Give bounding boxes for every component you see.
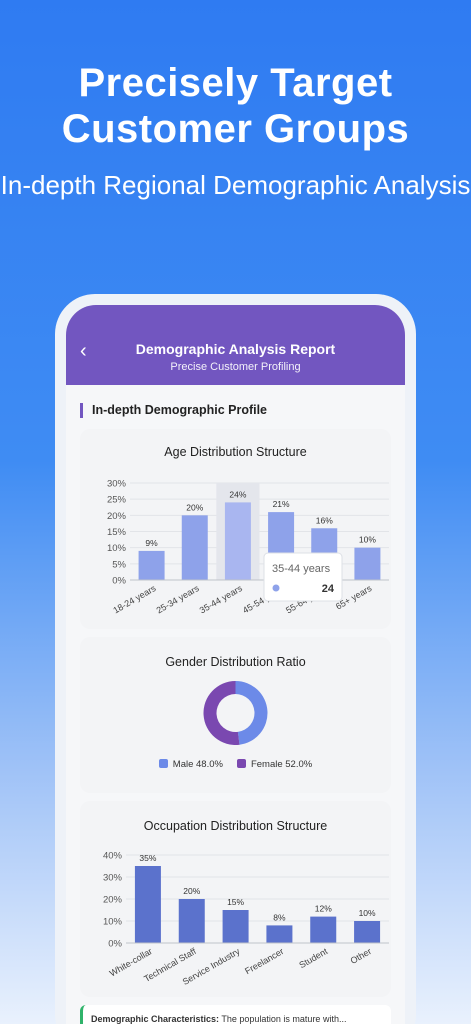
- occupation-chart-card: Occupation Distribution Structure 0% 10% 2…: [80, 801, 391, 997]
- gender-legend: Male 48.0% Female 52.0%: [80, 759, 391, 770]
- y-tick-label: 20%: [103, 895, 123, 906]
- y-tick-label: 30%: [107, 479, 127, 490]
- data-label: 10%: [359, 908, 376, 918]
- data-label: 15%: [227, 897, 244, 907]
- phone-mockup: ‹ Demographic Analysis Report Precise Cu…: [55, 294, 416, 1024]
- tooltip: 35-44 years 24: [263, 552, 343, 602]
- tooltip-box: [263, 552, 343, 602]
- y-tick-label: 40%: [103, 851, 123, 862]
- app-header: ‹ Demographic Analysis Report Precise Cu…: [66, 305, 405, 385]
- legend-female-label: Female 52.0%: [250, 759, 313, 770]
- legend-item-female[interactable]: Female 52.0%: [236, 759, 313, 770]
- gender-chart-card: Gender Distribution Ratio Male 48.0% Fem…: [80, 637, 391, 793]
- x-tick-label: Other: [349, 946, 373, 966]
- y-tick-label: 10%: [107, 543, 127, 554]
- promo-subtitle: In-depth Regional Demographic Analysis: [0, 170, 471, 200]
- bar: [224, 502, 251, 580]
- section-title: In-depth Demographic Profile: [80, 403, 405, 418]
- bar: [138, 550, 165, 580]
- x-tick-label: Student: [297, 946, 329, 970]
- y-tick-label: 15%: [107, 527, 127, 538]
- age-chart[interactable]: 0% 5% 10% 15% 20% 25% 30% 9% 18-24 years 20% 25-34…: [80, 459, 391, 629]
- age-chart-card: Age Distribution Structure 0% 5% 10% 15% 20%…: [80, 429, 391, 629]
- x-tick-label: 25-34 years: [155, 583, 202, 616]
- data-label: 10%: [359, 535, 376, 545]
- x-tick-label: 35-44 years: [198, 583, 245, 616]
- x-tick-label: 18-24 years: [111, 583, 158, 616]
- y-tick-label: 5%: [112, 559, 126, 570]
- tooltip-label: 35-44 years: [272, 563, 331, 575]
- y-tick-label: 30%: [103, 873, 123, 884]
- occupation-chart-title: Occupation Distribution Structure: [143, 819, 328, 833]
- promo-title: Precisely Target Customer Groups: [61, 61, 410, 151]
- gender-chart-title: Gender Distribution Ratio: [165, 655, 306, 669]
- bar: [354, 921, 381, 943]
- data-label: 35%: [139, 853, 156, 863]
- y-tick-label: 25%: [107, 495, 127, 506]
- data-label: 20%: [183, 886, 200, 896]
- data-label: 8%: [273, 912, 286, 922]
- bar: [266, 925, 293, 943]
- note-label: Demographic Characteristics:: [91, 1014, 220, 1024]
- bar: [134, 866, 161, 943]
- bar: [181, 515, 208, 580]
- occupation-chart[interactable]: 0%10%20%30%40% 35%White-collar20%Technica…: [80, 835, 391, 999]
- data-label: 16%: [316, 515, 333, 525]
- male-slice: [235, 681, 268, 745]
- y-tick-label: 20%: [107, 511, 127, 522]
- note-text: The population is mature with...: [219, 1014, 347, 1024]
- promo-headline: Precisely Target Customer Groups In-dept…: [0, 60, 471, 204]
- data-label: 24%: [229, 489, 246, 499]
- legend-item-male[interactable]: Male 48.0%: [158, 759, 223, 770]
- x-tick-label: Freelancer: [243, 946, 285, 976]
- legend-male-label: Male 48.0%: [172, 759, 223, 770]
- demographic-note: Demographic Characteristics: The populat…: [80, 1005, 391, 1024]
- bar: [178, 899, 205, 943]
- y-tick-label: 10%: [103, 917, 123, 928]
- page-title: Demographic Analysis Report: [135, 341, 336, 357]
- y-tick-label: 0%: [112, 576, 126, 587]
- bar: [222, 910, 249, 943]
- bar: [354, 547, 381, 580]
- chevron-left-icon[interactable]: ‹: [80, 340, 87, 362]
- gender-donut-chart[interactable]: [80, 677, 391, 749]
- tooltip-marker: [272, 584, 280, 592]
- bar: [310, 916, 337, 943]
- female-swatch: [236, 759, 246, 768]
- data-label: 20%: [186, 502, 203, 512]
- page-subtitle: Precise Customer Profiling: [170, 361, 301, 373]
- data-label: 9%: [145, 538, 158, 548]
- tooltip-value: 24: [322, 583, 335, 595]
- app-screen: ‹ Demographic Analysis Report Precise Cu…: [66, 305, 405, 1024]
- age-chart-title: Age Distribution Structure: [164, 445, 307, 459]
- female-slice: [203, 681, 240, 745]
- data-label: 12%: [315, 904, 332, 914]
- male-swatch: [158, 759, 168, 768]
- data-label: 21%: [273, 499, 290, 509]
- y-tick-label: 0%: [108, 939, 122, 950]
